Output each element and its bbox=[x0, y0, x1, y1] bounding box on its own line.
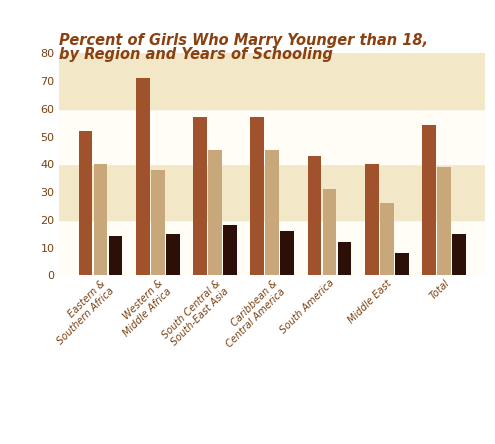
Bar bbox=[208, 151, 222, 275]
Bar bbox=[59, 220, 485, 275]
Bar bbox=[308, 156, 321, 275]
Bar bbox=[365, 164, 379, 275]
Bar bbox=[59, 109, 485, 164]
Bar bbox=[59, 164, 485, 220]
Bar bbox=[380, 203, 394, 275]
Text: by Region and Years of Schooling: by Region and Years of Schooling bbox=[59, 47, 333, 62]
Bar bbox=[265, 151, 279, 275]
Bar bbox=[437, 167, 451, 275]
Bar bbox=[223, 226, 237, 275]
Bar bbox=[151, 170, 165, 275]
Bar bbox=[136, 78, 150, 275]
Bar bbox=[422, 126, 436, 275]
Bar bbox=[79, 131, 93, 275]
Bar bbox=[338, 242, 351, 275]
Bar bbox=[323, 189, 337, 275]
Bar bbox=[250, 117, 264, 275]
Bar bbox=[108, 236, 122, 275]
Bar bbox=[166, 234, 180, 275]
Bar bbox=[395, 253, 408, 275]
Bar bbox=[59, 53, 485, 109]
Bar bbox=[280, 231, 294, 275]
Bar bbox=[193, 117, 207, 275]
Text: Percent of Girls Who Marry Younger than 18,: Percent of Girls Who Marry Younger than … bbox=[59, 33, 428, 48]
Bar bbox=[452, 234, 466, 275]
Bar bbox=[94, 164, 107, 275]
